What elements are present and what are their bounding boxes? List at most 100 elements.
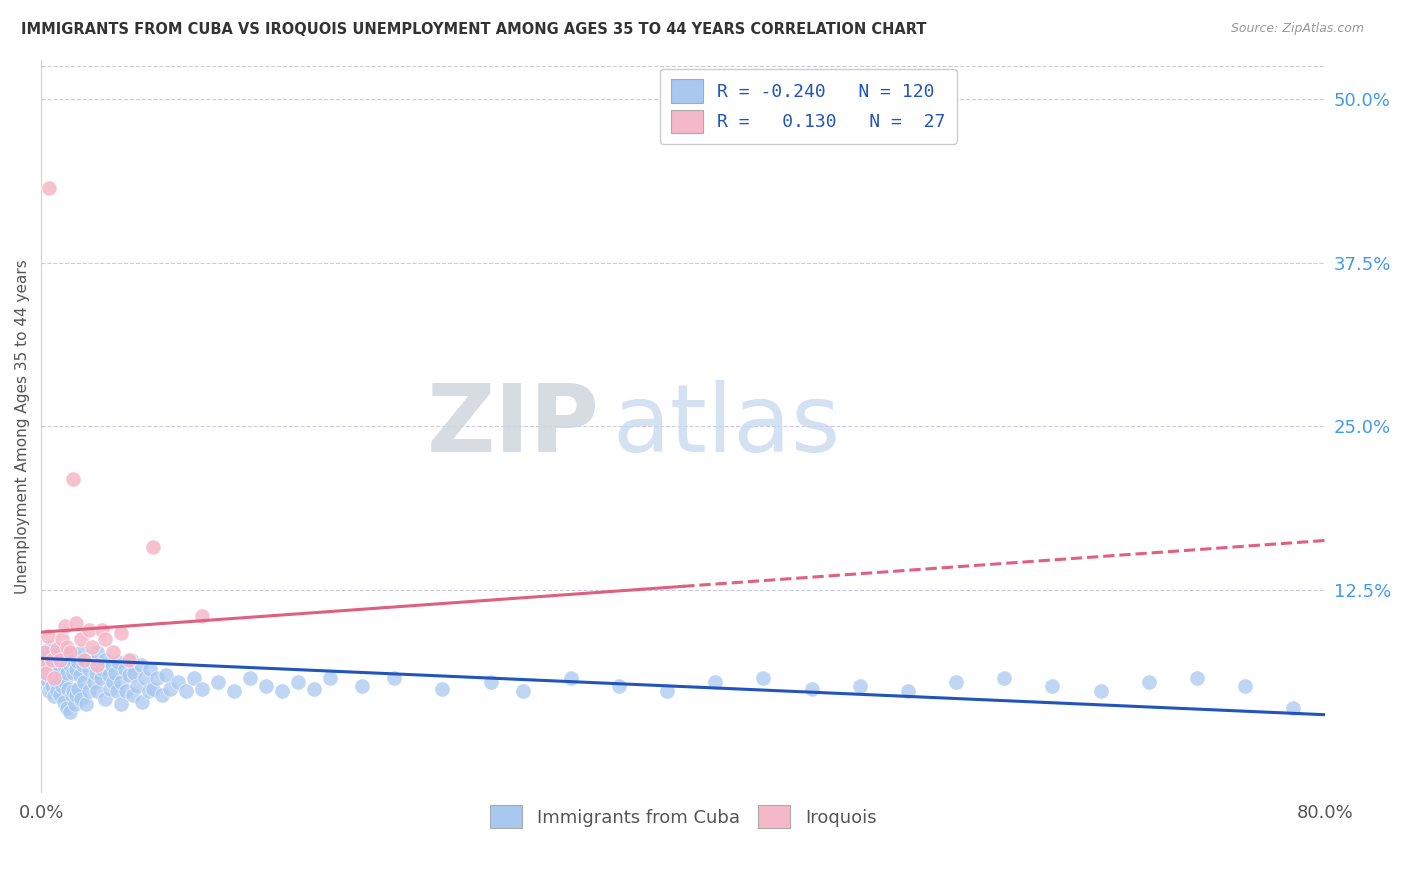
Point xyxy=(53,648,76,663)
Point xyxy=(993,671,1015,685)
Point xyxy=(51,653,73,667)
Point xyxy=(66,681,89,696)
Point xyxy=(159,681,181,696)
Point xyxy=(704,675,727,690)
Point xyxy=(849,679,872,693)
Point xyxy=(51,632,73,646)
Point xyxy=(63,698,86,712)
Point xyxy=(34,671,56,685)
Point xyxy=(107,656,129,670)
Point xyxy=(319,671,342,685)
Point xyxy=(69,668,91,682)
Point xyxy=(37,629,59,643)
Point xyxy=(49,662,72,676)
Point xyxy=(94,653,117,667)
Point xyxy=(73,675,96,690)
Point xyxy=(752,671,775,685)
Point xyxy=(100,657,122,672)
Point xyxy=(41,679,63,693)
Point xyxy=(75,698,97,712)
Point xyxy=(48,671,70,685)
Point xyxy=(91,623,114,637)
Point xyxy=(1282,701,1305,715)
Point xyxy=(1090,684,1112,698)
Point xyxy=(53,675,76,690)
Point xyxy=(39,640,62,654)
Point xyxy=(70,645,93,659)
Point xyxy=(254,679,277,693)
Point xyxy=(56,701,79,715)
Text: Source: ZipAtlas.com: Source: ZipAtlas.com xyxy=(1230,22,1364,36)
Point xyxy=(287,675,309,690)
Point xyxy=(75,653,97,667)
Point xyxy=(58,681,80,696)
Point xyxy=(115,684,138,698)
Point xyxy=(77,623,100,637)
Point xyxy=(94,632,117,646)
Point xyxy=(352,679,374,693)
Point xyxy=(89,671,111,685)
Point xyxy=(41,656,63,670)
Point xyxy=(35,665,58,680)
Point xyxy=(131,695,153,709)
Point xyxy=(46,642,69,657)
Point xyxy=(145,671,167,685)
Point xyxy=(53,618,76,632)
Point xyxy=(35,665,58,680)
Point xyxy=(72,657,94,672)
Point xyxy=(62,684,84,698)
Point xyxy=(31,657,53,672)
Point xyxy=(800,681,823,696)
Point xyxy=(98,681,121,696)
Point xyxy=(166,675,188,690)
Point xyxy=(103,645,125,659)
Point xyxy=(73,653,96,667)
Point xyxy=(142,540,165,554)
Point xyxy=(34,645,56,659)
Point xyxy=(34,648,56,663)
Point xyxy=(86,645,108,659)
Point xyxy=(41,653,63,667)
Point xyxy=(45,648,67,663)
Point xyxy=(59,657,82,672)
Point xyxy=(110,626,132,640)
Point xyxy=(46,665,69,680)
Point xyxy=(607,679,630,693)
Point xyxy=(65,662,87,676)
Point xyxy=(302,681,325,696)
Point xyxy=(84,665,107,680)
Point xyxy=(1042,679,1064,693)
Point xyxy=(77,684,100,698)
Point xyxy=(49,653,72,667)
Point xyxy=(190,609,212,624)
Point xyxy=(46,684,69,698)
Point xyxy=(62,665,84,680)
Point xyxy=(560,671,582,685)
Point xyxy=(120,653,142,667)
Point xyxy=(59,705,82,719)
Point xyxy=(52,695,75,709)
Point xyxy=(118,653,141,667)
Point xyxy=(139,662,162,676)
Point xyxy=(59,645,82,659)
Point xyxy=(129,657,152,672)
Point xyxy=(657,684,679,698)
Point xyxy=(56,640,79,654)
Point xyxy=(183,671,205,685)
Text: ZIP: ZIP xyxy=(427,381,600,473)
Point xyxy=(134,671,156,685)
Point xyxy=(150,688,173,702)
Point xyxy=(897,684,920,698)
Point xyxy=(83,675,105,690)
Point xyxy=(239,671,262,685)
Point xyxy=(174,684,197,698)
Point xyxy=(142,681,165,696)
Point xyxy=(110,698,132,712)
Point xyxy=(479,675,502,690)
Point xyxy=(49,688,72,702)
Point xyxy=(121,688,143,702)
Point xyxy=(222,684,245,698)
Point xyxy=(63,648,86,663)
Point xyxy=(42,671,65,685)
Point xyxy=(77,662,100,676)
